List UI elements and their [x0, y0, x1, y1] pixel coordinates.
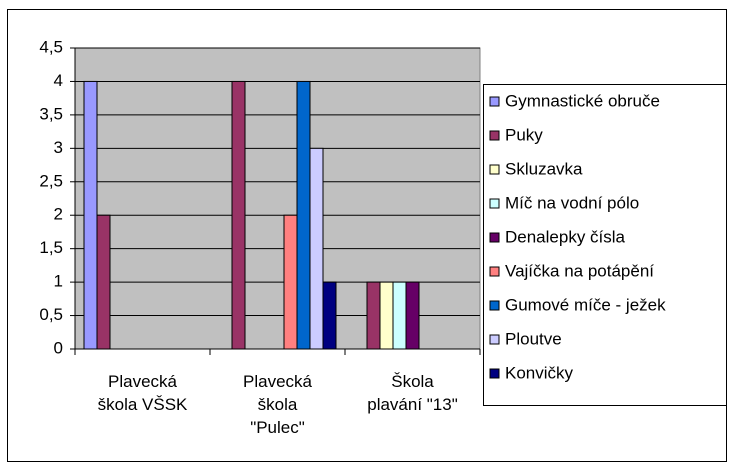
- y-tick-label: 3,5: [39, 104, 63, 123]
- bar: [366, 281, 381, 350]
- y-tick-label: 0: [54, 338, 63, 357]
- legend-label: Vajíčka na potápění: [505, 261, 654, 280]
- legend-label: Gymnastické obruče: [505, 91, 660, 110]
- bar: [405, 281, 420, 350]
- x-tick-label: Škola plavání "13": [367, 372, 458, 414]
- y-tick-label: 1: [54, 272, 63, 291]
- legend-label: Ploutve: [505, 329, 562, 348]
- legend-label: Denalepky čísla: [505, 227, 626, 246]
- legend-label: Puky: [505, 125, 543, 144]
- legend-swatch: [489, 334, 500, 345]
- legend-swatch: [489, 368, 500, 379]
- y-tick-label: 4,5: [39, 37, 63, 56]
- bar: [392, 281, 407, 350]
- y-tick-label: 2: [54, 205, 63, 224]
- legend-label: Konvičky: [505, 363, 574, 382]
- bar: [322, 281, 337, 350]
- legend-swatch: [489, 198, 500, 209]
- legend-swatch: [489, 300, 500, 311]
- x-tick-label: Plavecká škola "Pulec": [243, 372, 312, 437]
- legend-swatch: [489, 164, 500, 175]
- legend-label: Skluzavka: [505, 159, 583, 178]
- legend-label: Gumové míče - ježek: [505, 295, 666, 314]
- legend-swatch: [489, 266, 500, 277]
- legend-swatch: [489, 96, 500, 107]
- x-tick-label: Plavecká škola VŠSK: [97, 372, 188, 414]
- legend-swatch: [489, 232, 500, 243]
- y-tick-label: 0,5: [39, 305, 63, 324]
- bar: [231, 80, 246, 350]
- legend-box: [483, 84, 727, 406]
- legend-swatch: [489, 130, 500, 141]
- bar: [379, 281, 394, 350]
- y-tick-label: 2,5: [39, 171, 63, 190]
- y-tick-label: 3: [54, 138, 63, 157]
- bar: [83, 80, 98, 350]
- y-tick-label: 4: [54, 71, 63, 90]
- bar: [309, 147, 324, 350]
- bar: [296, 80, 311, 350]
- y-tick-label: 1,5: [39, 238, 63, 257]
- bar: [283, 214, 298, 350]
- bar: [96, 214, 111, 350]
- legend-label: Míč na vodní pólo: [505, 193, 639, 212]
